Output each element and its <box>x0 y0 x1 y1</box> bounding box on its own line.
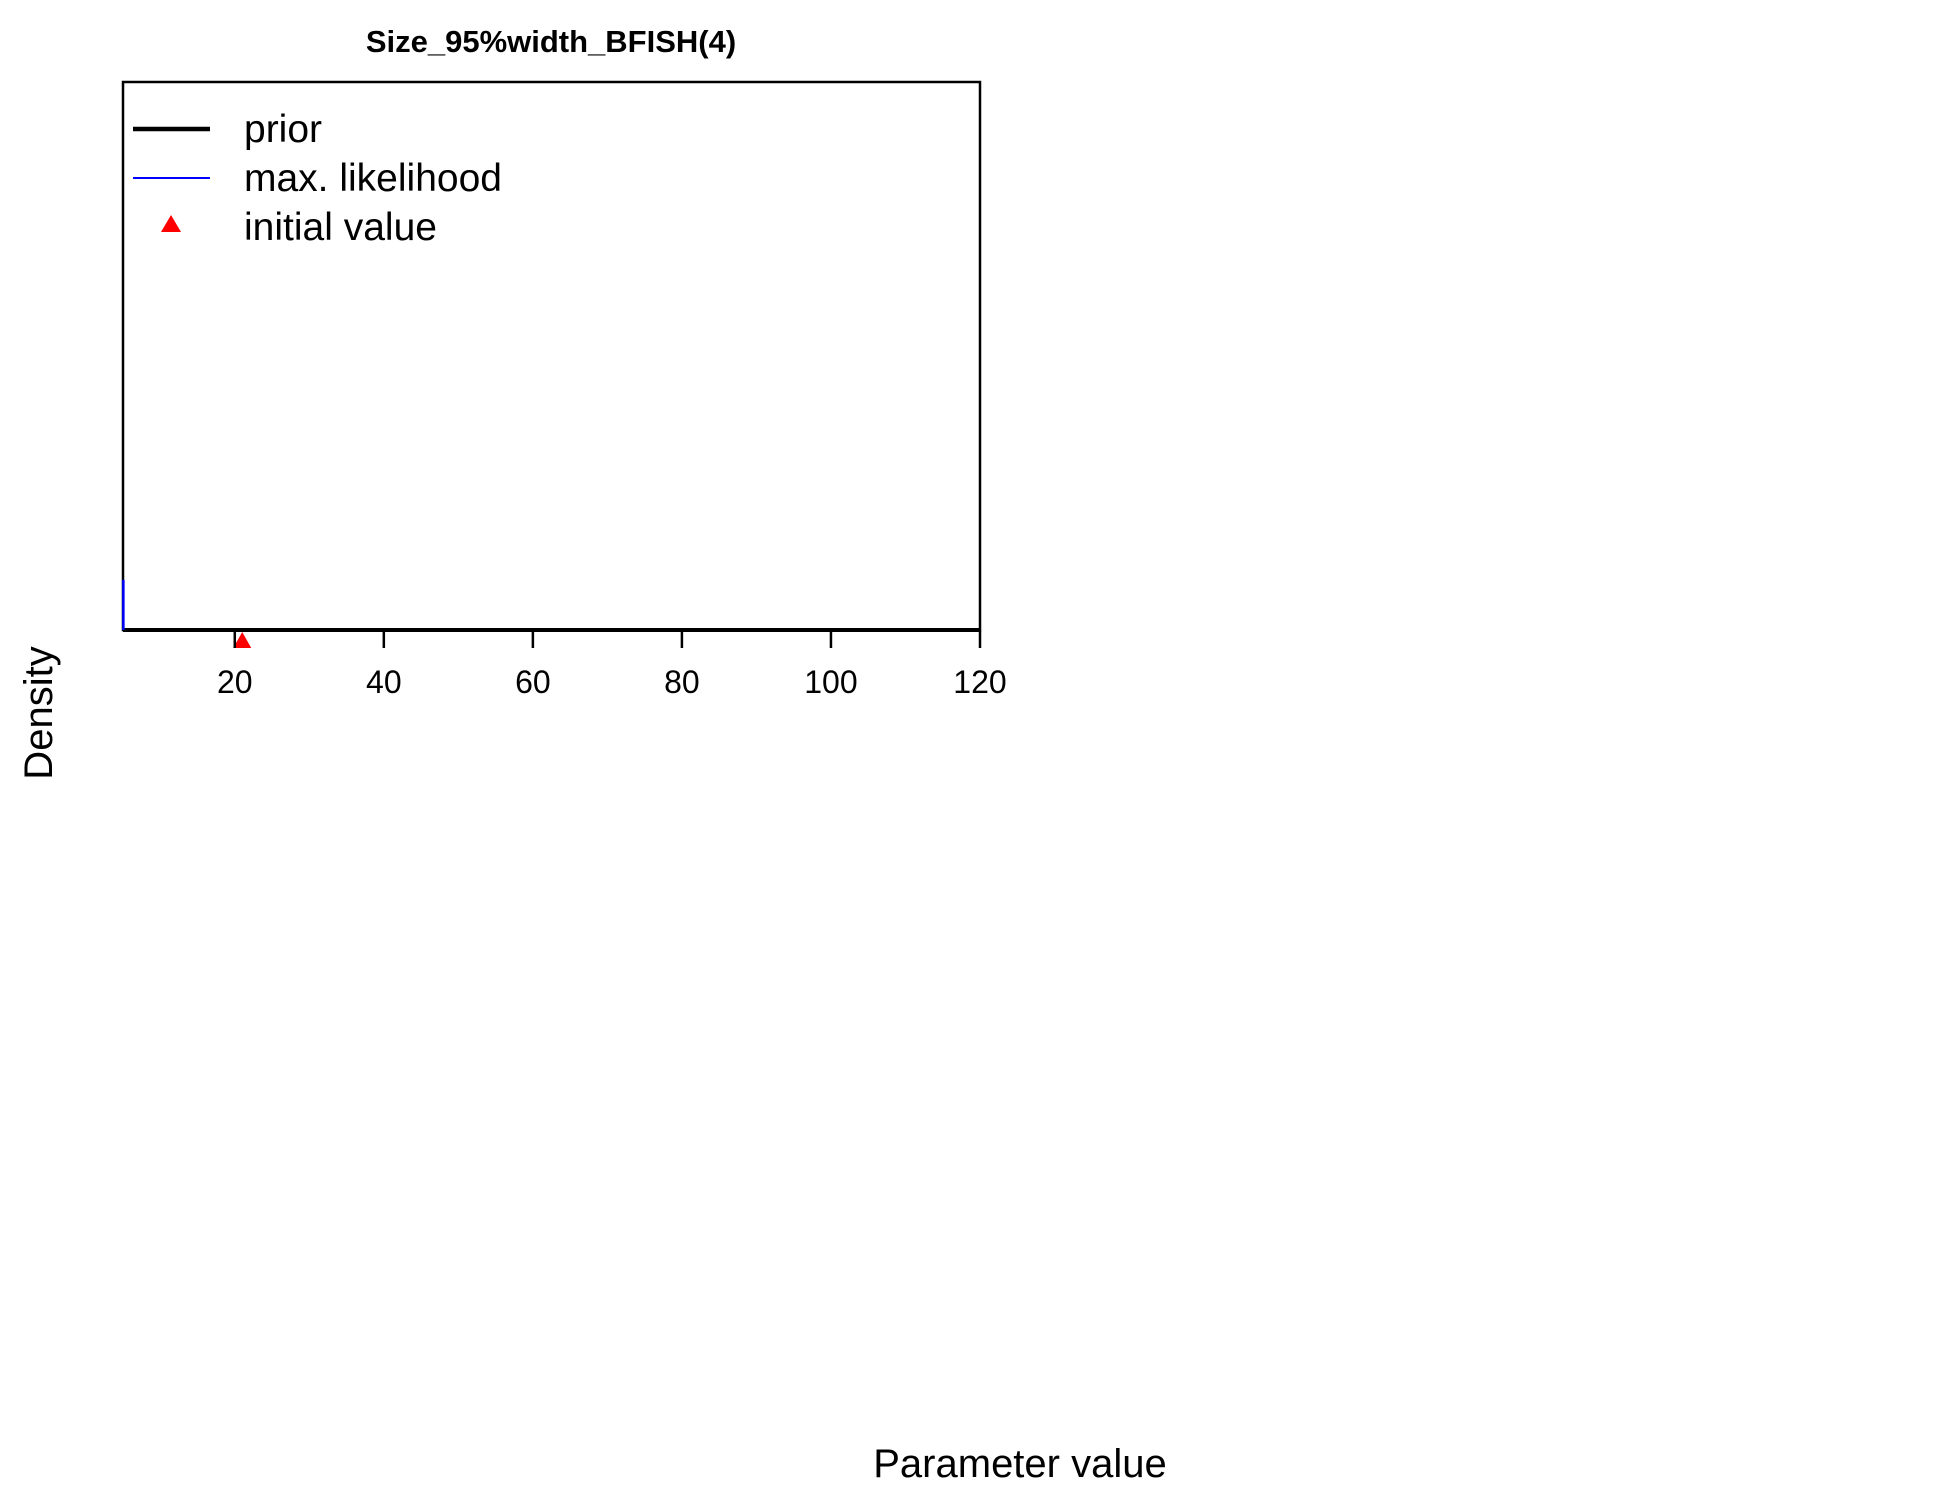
legend-label-prior: prior <box>244 108 322 151</box>
x-axis-label: Parameter value <box>873 1442 1166 1486</box>
x-tick-label-40: 40 <box>366 664 402 700</box>
x-tick-label-20: 20 <box>217 664 253 700</box>
x-tick-label-80: 80 <box>664 664 700 700</box>
x-axis: 20 40 60 80 100 120 <box>217 628 1007 700</box>
chart-title: Size_95%width_BFISH(4) <box>366 24 736 59</box>
x-tick-label-120: 120 <box>953 664 1006 700</box>
series-layer <box>122 579 980 632</box>
y-axis-label: Density <box>17 646 61 779</box>
initial-value-marker <box>233 632 252 648</box>
legend-label-max-likelihood: max. likelihood <box>244 157 502 200</box>
x-tick-label-60: 60 <box>515 664 551 700</box>
x-tick-label-100: 100 <box>804 664 857 700</box>
legend: prior max. likelihood initial value <box>133 108 502 249</box>
legend-label-initial-value: initial value <box>244 206 437 249</box>
legend-swatch-initial-value <box>161 215 181 232</box>
points-layer <box>233 632 252 648</box>
